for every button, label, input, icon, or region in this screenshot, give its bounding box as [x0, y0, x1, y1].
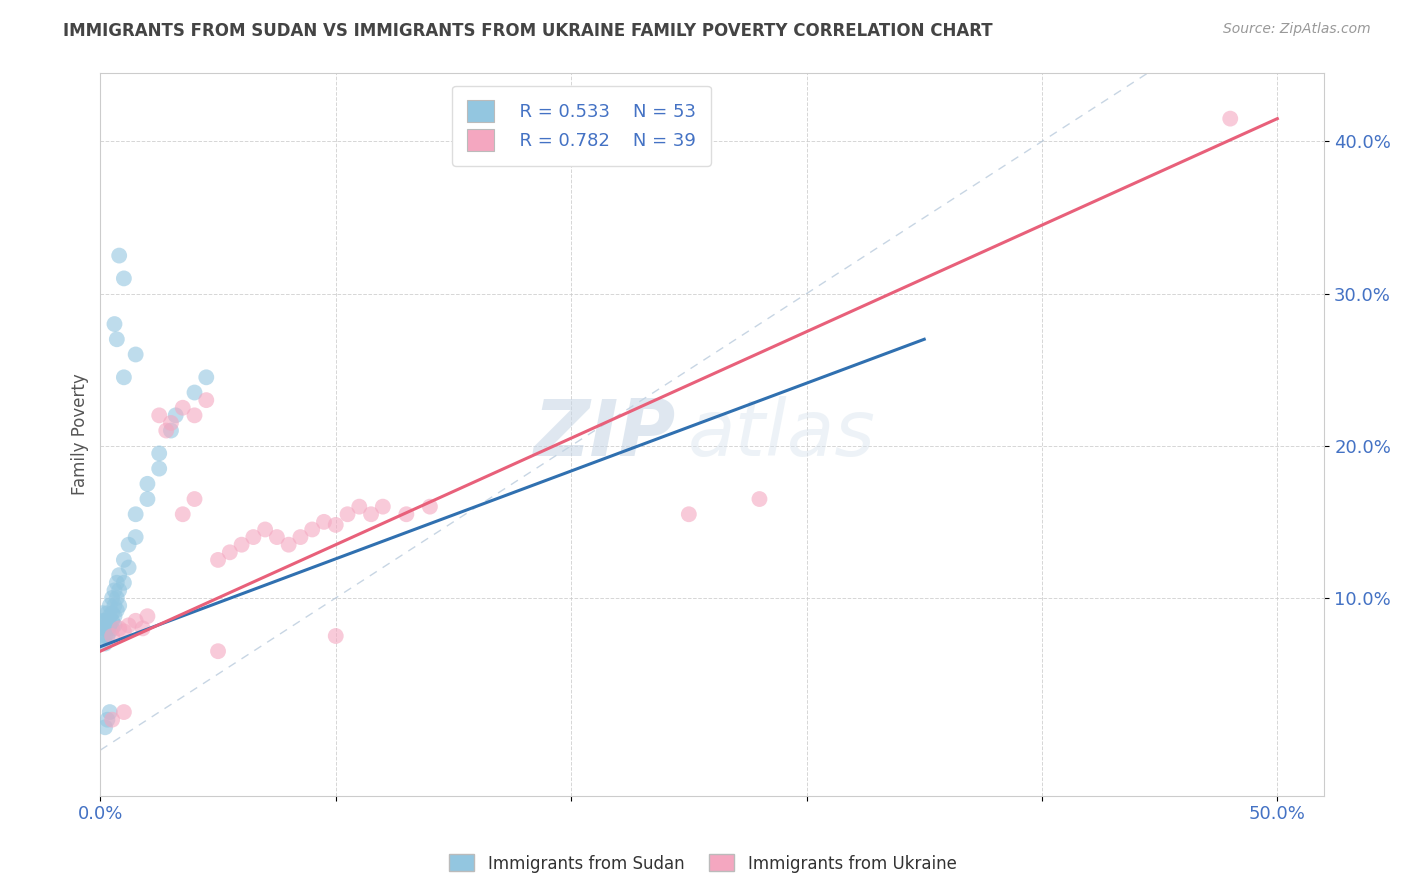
- Point: [105, 332, 128, 346]
- Point: [101, 629, 124, 643]
- Point: [117, 618, 139, 632]
- Point: [98, 705, 121, 719]
- Point: [98, 624, 121, 639]
- Point: [136, 609, 159, 624]
- Point: [101, 621, 124, 635]
- Point: [395, 508, 418, 522]
- Point: [112, 271, 135, 285]
- Point: [101, 614, 124, 628]
- Point: [108, 568, 131, 582]
- Point: [103, 609, 125, 624]
- Point: [98, 618, 121, 632]
- Point: [101, 606, 124, 620]
- Point: [101, 713, 124, 727]
- Point: [172, 401, 194, 415]
- Point: [101, 591, 124, 605]
- Text: IMMIGRANTS FROM SUDAN VS IMMIGRANTS FROM UKRAINE FAMILY POVERTY CORRELATION CHAR: IMMIGRANTS FROM SUDAN VS IMMIGRANTS FROM…: [63, 22, 993, 40]
- Point: [160, 416, 183, 430]
- Point: [419, 500, 441, 514]
- Point: [98, 599, 121, 613]
- Point: [105, 591, 128, 605]
- Point: [105, 575, 128, 590]
- Point: [94, 637, 117, 651]
- Point: [103, 599, 125, 613]
- Point: [165, 409, 187, 423]
- Point: [103, 317, 125, 331]
- Point: [254, 523, 277, 537]
- Point: [183, 385, 205, 400]
- Point: [371, 500, 394, 514]
- Legend:   R = 0.533    N = 53,   R = 0.782    N = 39: R = 0.533 N = 53, R = 0.782 N = 39: [453, 86, 710, 166]
- Point: [124, 614, 146, 628]
- Point: [96, 621, 118, 635]
- Point: [218, 545, 240, 559]
- Point: [105, 603, 128, 617]
- Point: [231, 538, 253, 552]
- Point: [266, 530, 288, 544]
- Point: [96, 629, 118, 643]
- Y-axis label: Family Poverty: Family Poverty: [72, 374, 89, 495]
- Point: [124, 347, 146, 361]
- Point: [277, 538, 299, 552]
- Point: [136, 476, 159, 491]
- Point: [207, 644, 229, 658]
- Text: Source: ZipAtlas.com: Source: ZipAtlas.com: [1223, 22, 1371, 37]
- Point: [148, 409, 170, 423]
- Point: [108, 599, 131, 613]
- Point: [148, 461, 170, 475]
- Point: [242, 530, 264, 544]
- Point: [94, 720, 117, 734]
- Point: [124, 530, 146, 544]
- Point: [195, 370, 218, 384]
- Point: [207, 553, 229, 567]
- Point: [183, 491, 205, 506]
- Point: [91, 606, 114, 620]
- Point: [290, 530, 312, 544]
- Point: [94, 621, 117, 635]
- Point: [112, 553, 135, 567]
- Point: [325, 517, 347, 532]
- Point: [325, 629, 347, 643]
- Point: [312, 515, 335, 529]
- Point: [96, 614, 118, 628]
- Point: [183, 409, 205, 423]
- Point: [112, 370, 135, 384]
- Text: atlas: atlas: [688, 396, 876, 473]
- Point: [748, 491, 770, 506]
- Point: [96, 606, 118, 620]
- Point: [1219, 112, 1241, 126]
- Text: ZIP: ZIP: [533, 396, 676, 473]
- Point: [148, 446, 170, 460]
- Point: [108, 621, 131, 635]
- Point: [172, 508, 194, 522]
- Point: [96, 713, 118, 727]
- Point: [112, 705, 135, 719]
- Point: [360, 508, 382, 522]
- Point: [117, 538, 139, 552]
- Point: [117, 560, 139, 574]
- Point: [91, 629, 114, 643]
- Point: [91, 621, 114, 635]
- Point: [112, 624, 135, 639]
- Point: [301, 523, 323, 537]
- Point: [195, 393, 218, 408]
- Point: [678, 508, 700, 522]
- Point: [94, 614, 117, 628]
- Point: [91, 614, 114, 628]
- Legend: Immigrants from Sudan, Immigrants from Ukraine: Immigrants from Sudan, Immigrants from U…: [443, 847, 963, 880]
- Point: [108, 583, 131, 598]
- Point: [98, 609, 121, 624]
- Point: [136, 491, 159, 506]
- Point: [94, 629, 117, 643]
- Point: [108, 249, 131, 263]
- Point: [112, 575, 135, 590]
- Point: [103, 618, 125, 632]
- Point: [349, 500, 371, 514]
- Point: [132, 621, 155, 635]
- Point: [124, 508, 146, 522]
- Point: [103, 583, 125, 598]
- Point: [155, 424, 177, 438]
- Point: [336, 508, 359, 522]
- Point: [160, 424, 183, 438]
